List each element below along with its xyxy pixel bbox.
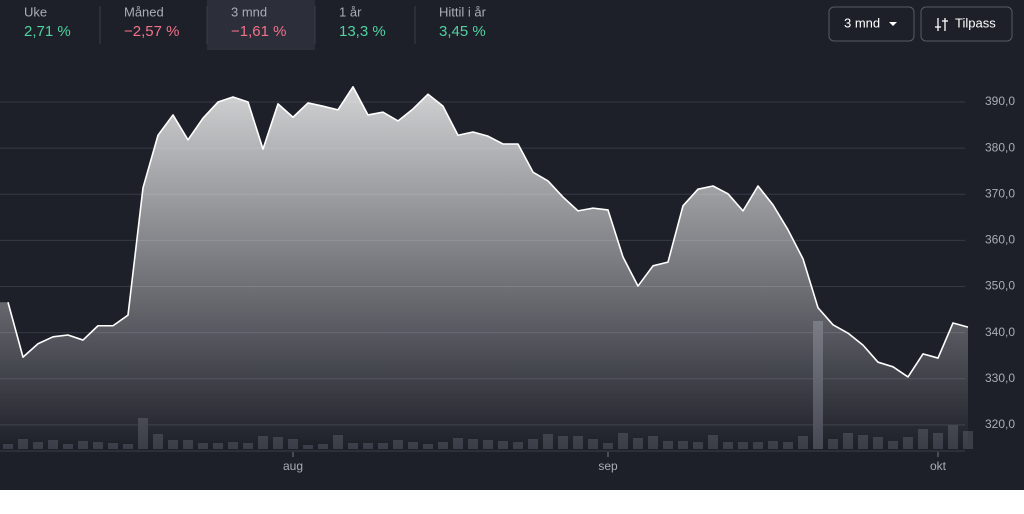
x-tick-label: sep (598, 459, 618, 473)
tab-value: 2,71 % (24, 23, 71, 40)
y-tick-label: 390,0 (985, 94, 1015, 108)
dropdown-icon (889, 22, 897, 26)
area-fill (0, 86, 968, 449)
y-tick-label: 350,0 (985, 279, 1015, 293)
price-line (7, 86, 969, 378)
tab-label[interactable]: 1 år (339, 4, 362, 19)
tab-value: 3,45 % (439, 23, 486, 40)
tab-label[interactable]: Hittil i år (439, 4, 487, 19)
y-tick-label: 340,0 (985, 325, 1015, 339)
tab-label[interactable]: Uke (24, 4, 47, 19)
tab-value: 13,3 % (339, 23, 386, 40)
tab-label[interactable]: Måned (124, 4, 164, 19)
tab-value: −2,57 % (124, 23, 179, 40)
customize-label: Tilpass (955, 15, 996, 30)
period-select[interactable] (828, 6, 915, 42)
y-tick-label: 330,0 (985, 371, 1015, 385)
x-tick-label: okt (930, 459, 947, 473)
y-tick-label: 320,0 (985, 417, 1015, 431)
y-tick-label: 380,0 (985, 140, 1015, 154)
y-tick-label: 360,0 (985, 233, 1015, 247)
y-tick-label: 370,0 (985, 186, 1015, 200)
tab-selected-bg (207, 0, 315, 50)
tab-value: −1,61 % (231, 23, 286, 40)
x-tick-label: aug (283, 459, 303, 473)
customize-button[interactable] (920, 6, 1013, 42)
period-select-label: 3 mnd (844, 15, 880, 30)
sliders-icon (935, 18, 948, 31)
tab-label[interactable]: 3 mnd (231, 4, 267, 19)
